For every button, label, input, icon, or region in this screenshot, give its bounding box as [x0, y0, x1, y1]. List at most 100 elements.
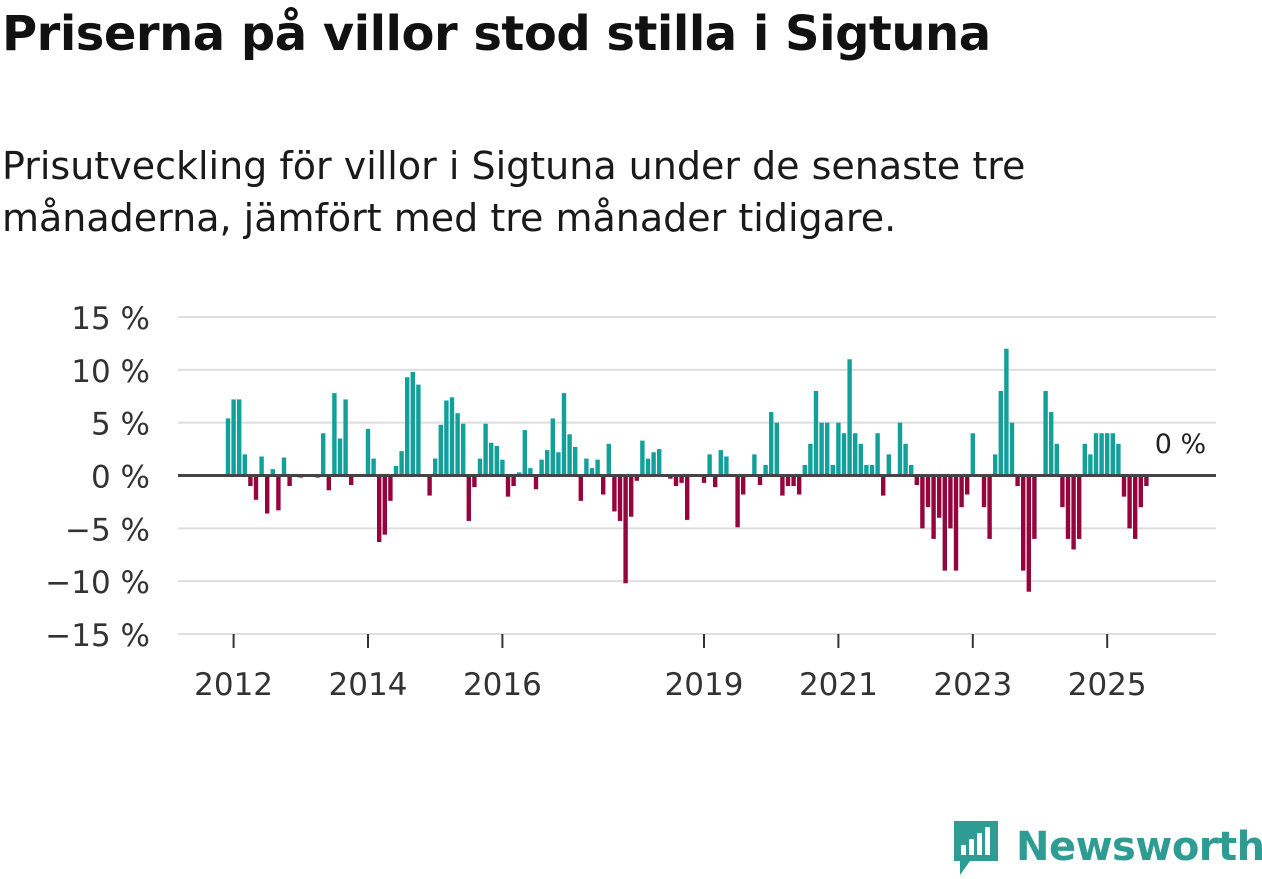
- bar: [399, 451, 404, 476]
- bar: [1026, 475, 1031, 592]
- newsworthy-logo-icon: [954, 821, 998, 875]
- bar: [337, 438, 343, 476]
- bar: [757, 475, 763, 486]
- bar: [1121, 475, 1127, 497]
- bar: [511, 475, 516, 487]
- bar: [763, 464, 768, 476]
- bar: [349, 475, 354, 486]
- bar: [545, 450, 550, 476]
- bar: [606, 443, 611, 476]
- bar: [998, 390, 1003, 476]
- newsworthy-logo-text: Newsworthy: [1016, 824, 1262, 870]
- bar: [735, 475, 740, 528]
- y-tick-label: 0 %: [91, 460, 150, 496]
- bar: [774, 422, 779, 476]
- bar: [718, 450, 723, 476]
- y-tick-label: −5 %: [65, 512, 150, 548]
- bar: [461, 423, 466, 476]
- bar: [1138, 475, 1143, 508]
- bar: [466, 475, 471, 521]
- bar: [477, 458, 483, 476]
- bar: [791, 475, 796, 487]
- grid-lines: [178, 316, 1216, 635]
- bar: [1093, 433, 1099, 476]
- bar: [225, 418, 231, 476]
- bar: [953, 475, 959, 571]
- x-tick-label: 2021: [799, 667, 878, 703]
- x-tick-label: 2025: [1068, 667, 1147, 703]
- bar: [388, 475, 393, 501]
- bar: [920, 475, 925, 529]
- bar: [455, 413, 460, 476]
- bar: [1032, 475, 1037, 539]
- bar: [713, 475, 718, 488]
- bar: [1004, 348, 1009, 476]
- bar: [981, 475, 987, 508]
- bar: [886, 454, 891, 476]
- bar: [410, 371, 415, 476]
- bar: [1082, 443, 1087, 476]
- bar: [853, 433, 858, 476]
- bar: [1077, 475, 1082, 539]
- bar: [365, 429, 371, 476]
- bar: [589, 468, 595, 476]
- bar: [489, 442, 494, 476]
- bar: [567, 434, 572, 476]
- bar: [433, 458, 438, 476]
- bar: [276, 475, 281, 511]
- bar: [595, 459, 600, 476]
- bar: [780, 475, 785, 496]
- bar: [970, 433, 975, 476]
- bar: [1049, 412, 1054, 476]
- bar: [1009, 422, 1015, 476]
- bar: [612, 475, 617, 512]
- bar: [517, 472, 522, 476]
- bar: [259, 456, 264, 476]
- bar: [914, 475, 919, 486]
- bar: [321, 433, 326, 476]
- x-tick-label: 2014: [329, 667, 408, 703]
- bar: [500, 459, 505, 476]
- bar: [679, 475, 684, 483]
- bar: [864, 464, 869, 476]
- bar: [601, 475, 606, 495]
- bar: [332, 393, 337, 476]
- bar: [707, 454, 712, 476]
- bar: [416, 384, 421, 476]
- chart-subtitle: Prisutveckling för villor i Sigtuna unde…: [2, 144, 1026, 240]
- bar: [875, 433, 880, 476]
- bar: [629, 475, 634, 517]
- bar: [841, 433, 847, 476]
- bar: [556, 452, 561, 476]
- bar: [645, 458, 651, 476]
- bar: [769, 412, 774, 476]
- bar: [685, 475, 690, 520]
- bar: [237, 399, 242, 476]
- bar: [550, 418, 555, 476]
- bar: [634, 475, 639, 481]
- bar: [836, 422, 841, 476]
- bar: [377, 475, 382, 543]
- bar: [701, 475, 707, 483]
- bar: [253, 475, 259, 500]
- bar: [640, 440, 645, 476]
- bar: [617, 475, 623, 521]
- x-tick-label: 2023: [933, 667, 1012, 703]
- y-tick-label: 10 %: [71, 354, 150, 390]
- bar: [1071, 475, 1076, 550]
- bar: [1133, 475, 1138, 539]
- bar: [1110, 433, 1115, 476]
- bar: [942, 475, 947, 571]
- y-tick-label: −15 %: [45, 618, 150, 654]
- bar: [668, 475, 673, 479]
- x-axis: 2012 2014 2016 2019 2021 2023 2025: [194, 634, 1147, 703]
- bar-chart: 15 %10 %5 %0 %−5 %−10 %−15 % 2012 2014 201…: [45, 301, 1216, 703]
- bar: [657, 449, 662, 476]
- bar: [847, 359, 852, 476]
- bar: [326, 475, 331, 491]
- bar: [897, 422, 903, 476]
- bar: [909, 464, 914, 476]
- bar: [651, 452, 656, 476]
- bar: [522, 430, 527, 476]
- y-tick-label: −10 %: [45, 565, 150, 601]
